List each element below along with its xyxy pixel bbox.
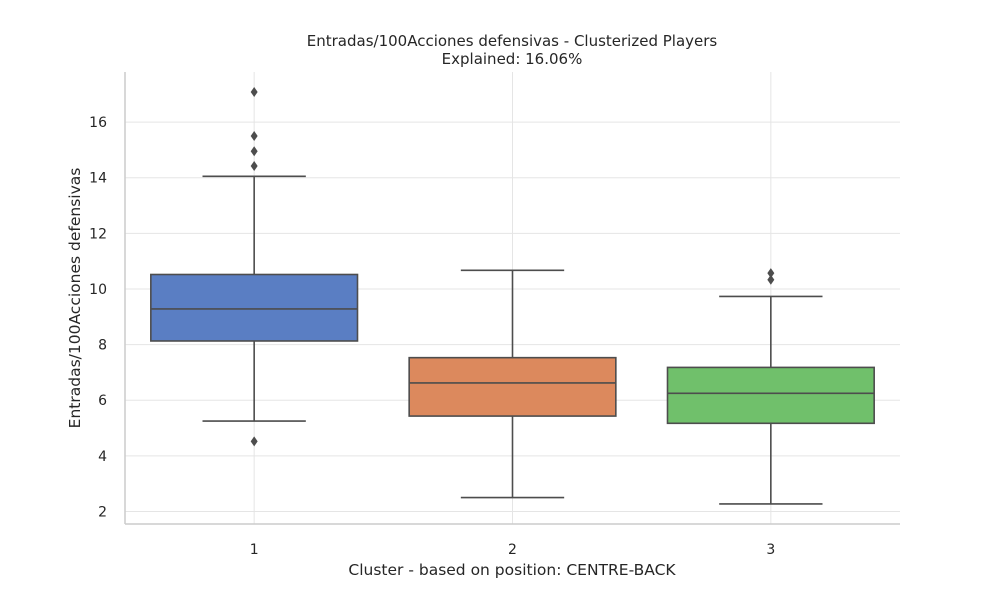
chart-title: Entradas/100Acciones defensivas - Cluste… [307, 32, 718, 50]
x-tick-label: 3 [766, 542, 775, 558]
x-tick-label: 1 [250, 542, 259, 558]
y-tick-label: 4 [98, 449, 107, 465]
y-tick-label: 12 [89, 226, 107, 242]
x-axis-label: Cluster - based on position: CENTRE-BACK [348, 561, 676, 579]
x-tick-label: 2 [508, 542, 517, 558]
outlier-point [250, 130, 258, 141]
y-tick-label: 6 [98, 393, 107, 409]
iqr-box [408, 356, 617, 417]
outlier-point [250, 87, 258, 98]
box-cluster-3 [666, 268, 875, 505]
chart-subtitle: Explained: 16.06% [442, 50, 583, 68]
iqr-box [150, 273, 359, 342]
boxes-layer [150, 87, 875, 505]
y-tick-label: 8 [98, 338, 107, 354]
axes [124, 72, 900, 525]
y-tick-label: 14 [89, 171, 107, 187]
outlier-point [250, 146, 258, 157]
y-axis-label: Entradas/100Acciones defensivas [66, 168, 84, 429]
box-cluster-1 [150, 87, 359, 447]
y-tick-label: 10 [89, 282, 107, 298]
y-tick-label: 2 [98, 504, 107, 520]
outlier-point [767, 274, 775, 285]
iqr-box [666, 366, 875, 425]
outlier-point [250, 161, 258, 172]
outlier-point [767, 268, 775, 279]
outlier-point [250, 436, 258, 447]
y-tick-label: 16 [89, 115, 107, 131]
box-cluster-2 [408, 269, 617, 499]
